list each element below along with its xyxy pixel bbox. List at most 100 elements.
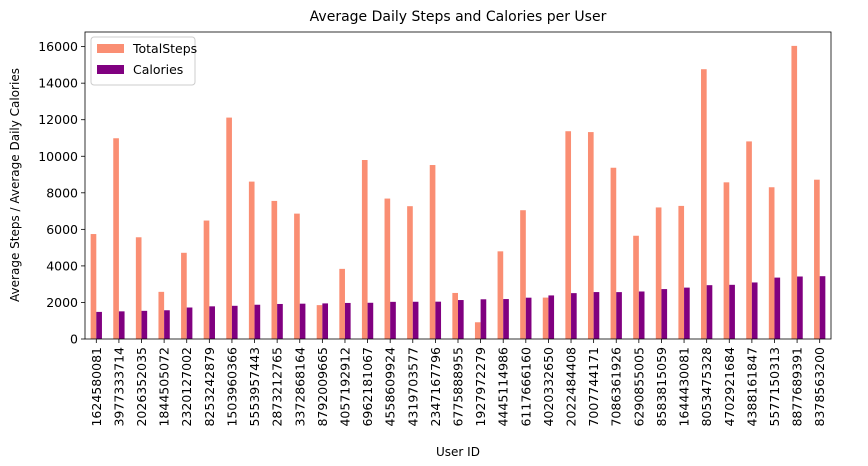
x-tick-label: 4558609924 bbox=[383, 347, 398, 427]
bar-calories-4702921684 bbox=[729, 284, 735, 339]
bar-totalsteps-1503960366 bbox=[226, 117, 232, 339]
bar-calories-2320127002 bbox=[186, 307, 193, 339]
x-axis-ticks: 1624580081 3977333714 2026352035 1844505072… bbox=[89, 339, 827, 427]
bar-totalsteps-3372868164 bbox=[294, 213, 300, 339]
bar-calories-5577150313 bbox=[774, 277, 781, 339]
y-axis-ticks: 0 2000 4000 6000 8000 10000 12000 14000 16000 bbox=[38, 39, 85, 347]
bar-totalsteps-5553957443 bbox=[248, 181, 255, 339]
bar-calories-2347167796 bbox=[435, 301, 442, 339]
bar-totalsteps-1644430081 bbox=[678, 205, 685, 339]
y-tick-label: 6000 bbox=[46, 222, 78, 237]
legend-swatch-totalsteps bbox=[97, 44, 124, 53]
bar-totalsteps-2320127002 bbox=[181, 252, 187, 339]
bar-calories-1503960366 bbox=[231, 305, 238, 339]
x-tick-label: 8583815059 bbox=[654, 347, 669, 427]
bar-totalsteps-8378563200 bbox=[814, 179, 820, 339]
bar-calories-4445114986 bbox=[503, 299, 509, 339]
x-tick-label: 4388161847 bbox=[744, 347, 759, 427]
y-tick-label: 2000 bbox=[46, 295, 78, 310]
y-tick-label: 14000 bbox=[38, 76, 78, 91]
bar-calories-2873212765 bbox=[277, 303, 283, 339]
bar-calories-2022484408 bbox=[571, 293, 577, 339]
bar-calories-8378563200 bbox=[819, 276, 826, 339]
x-tick-label: 3977333714 bbox=[111, 347, 126, 427]
bar-calories-4020332650 bbox=[548, 295, 555, 339]
bar-calories-1927972279 bbox=[480, 299, 487, 339]
bar-totalsteps-4388161847 bbox=[746, 141, 752, 339]
bar-totalsteps-4057192912 bbox=[339, 268, 345, 339]
bar-calories-1844505072 bbox=[164, 310, 170, 339]
bar-totalsteps-3977333714 bbox=[113, 138, 119, 339]
bar-totalsteps-5577150313 bbox=[768, 187, 775, 339]
x-tick-label: 8053475328 bbox=[699, 347, 714, 427]
bar-calories-7086361926 bbox=[616, 292, 622, 339]
x-tick-label: 6117666160 bbox=[518, 347, 533, 427]
bar-totalsteps-4445114986 bbox=[497, 251, 504, 339]
bar-calories-8253242879 bbox=[209, 306, 215, 339]
x-tick-label: 4057192912 bbox=[337, 347, 352, 427]
bar-totalsteps-4558609924 bbox=[384, 198, 391, 339]
x-tick-label: 8253242879 bbox=[202, 347, 217, 427]
bar-totalsteps-8053475328 bbox=[701, 69, 707, 339]
bar-calories-1624580081 bbox=[96, 311, 102, 339]
bar-calories-4319703577 bbox=[412, 301, 419, 339]
bar-calories-6962181067 bbox=[367, 302, 374, 339]
bar-calories-2026352035 bbox=[141, 310, 148, 339]
bar-totalsteps-2022484408 bbox=[565, 131, 572, 339]
bar-totalsteps-2873212765 bbox=[271, 200, 278, 339]
bar-calories-4057192912 bbox=[344, 302, 351, 339]
x-tick-label: 7007744171 bbox=[586, 347, 601, 427]
bar-totalsteps-2026352035 bbox=[135, 237, 142, 339]
bar-totalsteps-8877689391 bbox=[791, 45, 798, 339]
bar-totalsteps-8792009665 bbox=[316, 305, 323, 339]
bar-totalsteps-1927972279 bbox=[474, 322, 481, 339]
x-tick-label: 2026352035 bbox=[134, 347, 149, 427]
legend-label-totalsteps: TotalSteps bbox=[132, 41, 197, 56]
y-tick-label: 4000 bbox=[46, 258, 78, 273]
x-tick-label: 4702921684 bbox=[722, 347, 737, 427]
x-tick-label: 7086361926 bbox=[609, 347, 624, 427]
bar-totalsteps-6775888955 bbox=[452, 292, 458, 339]
bar-calories-5553957443 bbox=[254, 304, 261, 339]
y-tick-label: 16000 bbox=[38, 39, 78, 54]
x-tick-label: 4445114986 bbox=[496, 347, 511, 427]
bar-totalsteps-7007744171 bbox=[587, 132, 594, 339]
legend: TotalSteps Calories bbox=[90, 36, 197, 86]
bar-calories-6117666160 bbox=[525, 297, 532, 339]
x-tick-label: 8792009665 bbox=[315, 347, 330, 427]
bar-totalsteps-4702921684 bbox=[723, 182, 730, 339]
bar-calories-8053475328 bbox=[706, 285, 713, 339]
x-tick-label: 6775888955 bbox=[451, 347, 466, 427]
legend-label-calories: Calories bbox=[133, 62, 183, 77]
bar-totalsteps-6962181067 bbox=[361, 160, 368, 339]
bar-calories-8583815059 bbox=[661, 289, 668, 339]
x-tick-label: 2873212765 bbox=[270, 347, 285, 427]
bar-calories-6290855005 bbox=[638, 291, 645, 339]
x-tick-label: 3372868164 bbox=[292, 347, 307, 427]
bar-calories-3977333714 bbox=[118, 311, 125, 339]
x-tick-label: 1644430081 bbox=[677, 347, 692, 427]
bar-calories-6775888955 bbox=[458, 300, 464, 339]
bar-totalsteps-1624580081 bbox=[90, 234, 97, 339]
x-tick-label: 2022484408 bbox=[564, 347, 579, 427]
y-axis-label: Average Steps / Average Daily Calories bbox=[8, 68, 22, 302]
x-tick-label: 1503960366 bbox=[224, 347, 239, 427]
y-tick-label: 8000 bbox=[46, 185, 78, 200]
x-tick-label: 2347167796 bbox=[428, 347, 443, 427]
y-tick-label: 0 bbox=[70, 332, 78, 347]
bar-totalsteps-4020332650 bbox=[542, 297, 549, 339]
x-tick-label: 8378563200 bbox=[812, 347, 827, 427]
x-axis-label: User ID bbox=[436, 445, 480, 459]
x-tick-label: 8877689391 bbox=[790, 347, 805, 427]
bar-totalsteps-1844505072 bbox=[158, 291, 165, 339]
x-tick-label: 1624580081 bbox=[89, 347, 104, 427]
bar-totalsteps-6290855005 bbox=[633, 235, 639, 339]
x-tick-label: 4020332650 bbox=[541, 347, 556, 427]
bar-totalsteps-8583815059 bbox=[655, 207, 662, 339]
bar-totalsteps-8253242879 bbox=[203, 220, 210, 339]
bar-calories-3372868164 bbox=[299, 303, 306, 339]
x-tick-label: 5553957443 bbox=[247, 347, 262, 427]
bar-calories-4388161847 bbox=[751, 282, 758, 339]
y-tick-label: 12000 bbox=[38, 112, 78, 127]
